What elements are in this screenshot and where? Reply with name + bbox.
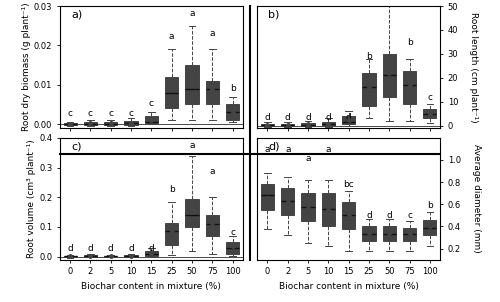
PathPatch shape [206,81,219,104]
PathPatch shape [424,109,436,118]
Text: c: c [407,211,412,220]
PathPatch shape [186,199,198,227]
PathPatch shape [165,223,178,245]
PathPatch shape [342,202,355,229]
PathPatch shape [382,226,396,241]
PathPatch shape [144,116,158,123]
PathPatch shape [206,215,219,236]
Text: a: a [264,145,270,154]
Text: d: d [285,113,290,122]
Text: d: d [346,113,352,122]
Y-axis label: Root dry biomass (g plant⁻¹): Root dry biomass (g plant⁻¹) [22,3,31,131]
PathPatch shape [322,193,335,226]
PathPatch shape [104,255,118,257]
PathPatch shape [342,116,355,124]
Text: a: a [169,32,174,41]
Text: b: b [406,38,412,47]
Text: d: d [128,244,134,253]
PathPatch shape [226,242,239,254]
Text: c: c [88,109,93,118]
Text: a: a [285,145,290,154]
Text: a: a [386,0,392,1]
PathPatch shape [261,184,274,210]
Text: d: d [108,244,114,253]
PathPatch shape [322,122,335,126]
PathPatch shape [382,54,396,97]
PathPatch shape [261,124,274,126]
PathPatch shape [403,71,416,104]
Text: c: c [128,109,134,118]
PathPatch shape [362,226,376,241]
PathPatch shape [64,123,76,125]
Text: a: a [306,154,311,163]
Text: a: a [326,145,331,154]
Text: c: c [230,228,235,237]
Text: d: d [366,211,372,220]
Y-axis label: Average diameter (mm): Average diameter (mm) [472,144,481,253]
Text: a: a [210,28,215,37]
Text: a: a [189,9,194,18]
PathPatch shape [84,255,97,257]
Text: c: c [68,109,72,118]
Text: a): a) [71,10,82,20]
PathPatch shape [64,256,76,257]
PathPatch shape [302,193,314,221]
PathPatch shape [281,124,294,126]
Text: c: c [149,99,154,108]
Text: c: c [428,93,432,102]
PathPatch shape [186,65,198,104]
X-axis label: Biochar content in mixture (%): Biochar content in mixture (%) [278,282,418,291]
PathPatch shape [362,73,376,107]
Text: b: b [366,52,372,61]
Text: d: d [68,244,73,253]
PathPatch shape [124,121,138,125]
Text: d: d [264,113,270,122]
PathPatch shape [165,77,178,108]
PathPatch shape [124,255,138,257]
X-axis label: Biochar content in mixture (%): Biochar content in mixture (%) [82,282,222,291]
Y-axis label: Root volume (cm³ plant⁻¹): Root volume (cm³ plant⁻¹) [28,139,36,258]
Text: d: d [148,244,154,253]
Text: d: d [88,244,94,253]
Y-axis label: Root length (cm plant⁻¹): Root length (cm plant⁻¹) [470,12,478,122]
Text: b: b [169,185,174,194]
Text: d: d [386,211,392,220]
PathPatch shape [424,220,436,235]
Text: b: b [230,84,235,93]
PathPatch shape [226,104,239,120]
Text: bc: bc [344,180,354,189]
PathPatch shape [281,188,294,215]
Text: d: d [326,113,331,122]
PathPatch shape [104,122,118,125]
PathPatch shape [84,122,97,125]
Text: a: a [189,141,194,150]
Text: b: b [427,201,432,210]
PathPatch shape [302,123,314,126]
Text: c: c [108,109,113,118]
Text: c): c) [71,141,82,151]
PathPatch shape [144,251,158,256]
Text: b): b) [268,10,280,20]
Text: d): d) [268,141,280,151]
Text: d: d [305,113,311,122]
PathPatch shape [403,228,416,241]
Text: a: a [210,167,215,176]
